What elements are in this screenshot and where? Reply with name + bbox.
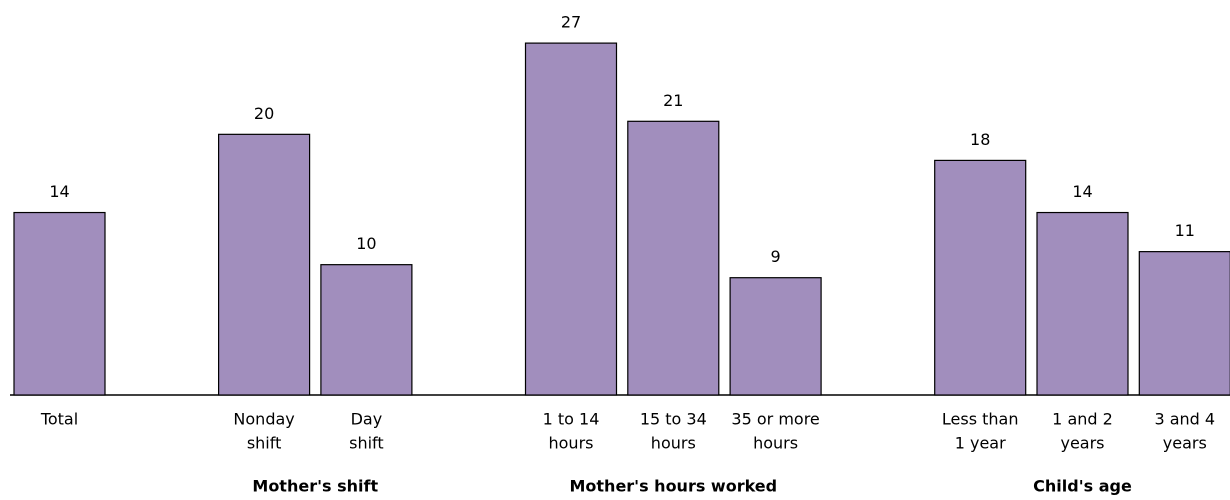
bar xyxy=(934,159,1027,396)
x-tick-label: hours xyxy=(651,434,696,453)
bar xyxy=(13,211,106,396)
bar xyxy=(1036,211,1129,396)
value-label: 9 xyxy=(771,247,781,266)
x-tick-label: shift xyxy=(349,434,384,453)
x-tick-label: 1 year xyxy=(955,434,1006,453)
group-label: Child's age xyxy=(1033,477,1132,496)
value-label: 14 xyxy=(49,182,69,201)
x-tick-label: Less than xyxy=(942,410,1019,429)
group-label: Mother's shift xyxy=(252,477,378,496)
bar xyxy=(218,133,311,396)
value-label: 20 xyxy=(254,104,274,123)
x-tick-label: Day xyxy=(351,410,383,429)
x-tick-label: 15 to 34 xyxy=(640,410,707,429)
bar xyxy=(627,120,720,396)
value-label: 18 xyxy=(970,130,990,149)
value-label: 27 xyxy=(561,13,581,32)
x-tick-label: hours xyxy=(753,434,798,453)
x-tick-label: years xyxy=(1060,434,1104,453)
x-tick-label: Total xyxy=(40,410,78,429)
x-tick-label: shift xyxy=(247,434,282,453)
x-tick-label: 1 to 14 xyxy=(543,410,600,429)
x-tick-label: 3 and 4 xyxy=(1154,410,1215,429)
bar xyxy=(1138,251,1230,396)
x-tick-label: years xyxy=(1163,434,1207,453)
x-tick-label: 35 or more xyxy=(731,410,819,429)
x-tick-label: 1 and 2 xyxy=(1052,410,1113,429)
x-tick-label: hours xyxy=(549,434,594,453)
value-label: 10 xyxy=(356,234,376,253)
bar xyxy=(729,277,822,396)
value-label: 21 xyxy=(663,91,683,110)
group-label: Mother's hours worked xyxy=(569,477,777,496)
bar xyxy=(320,264,413,396)
bar xyxy=(524,42,618,396)
value-label: 14 xyxy=(1072,182,1092,201)
x-tick-label: Nonday xyxy=(233,410,294,429)
value-label: 11 xyxy=(1175,221,1195,240)
